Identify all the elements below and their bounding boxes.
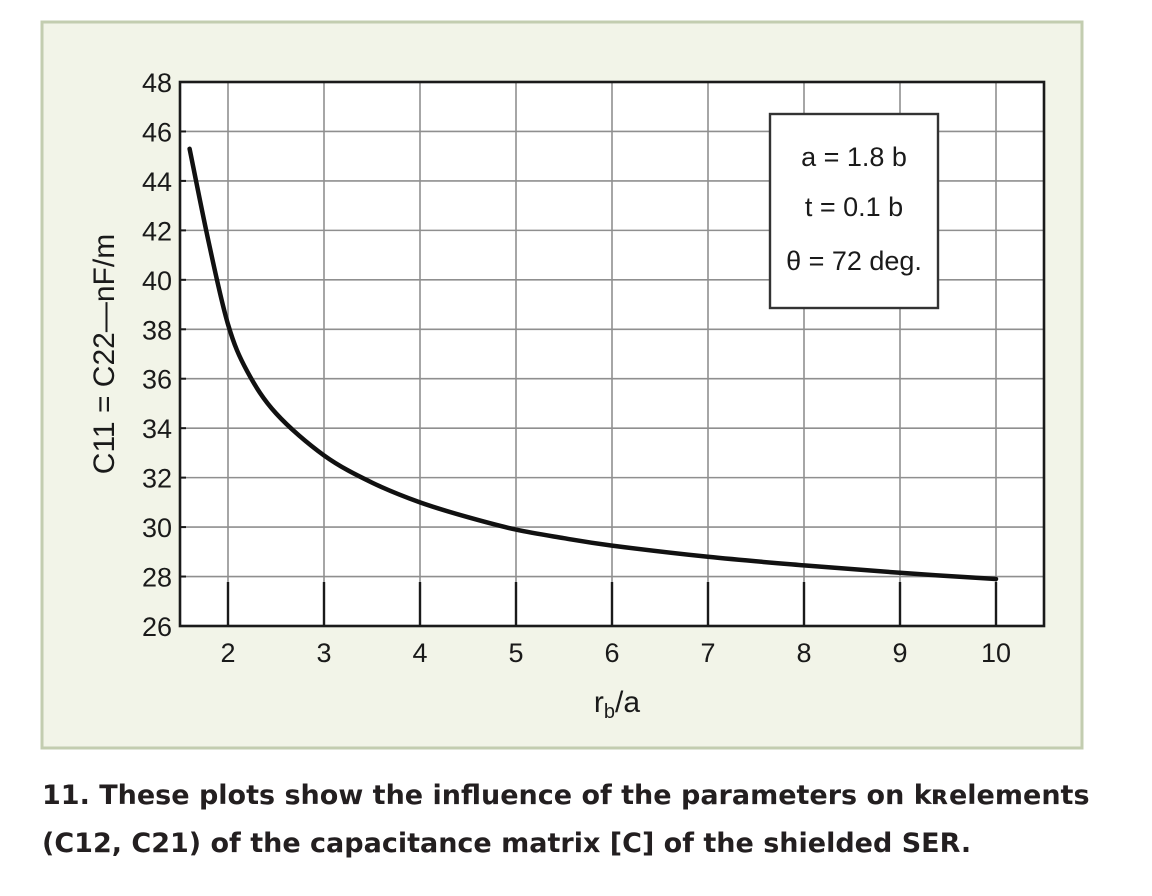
annotation-frame: [768, 112, 940, 310]
x-tick-label-4: 4: [412, 638, 427, 668]
y-tick-label-36: 36: [142, 365, 172, 395]
y-tick-label-44: 44: [142, 167, 172, 197]
annotation-line-t: t = 0.1 b: [805, 192, 903, 222]
x-tick-label-9: 9: [892, 638, 907, 668]
caption-line-2: (C12, C21) of the capacitance matrix [C]…: [42, 828, 972, 859]
y-axis-label: C11 = C22—nF/m: [88, 234, 121, 474]
y-tick-label-26: 26: [142, 612, 172, 642]
x-tick-label-10: 10: [981, 638, 1011, 668]
y-tick-label-42: 42: [142, 216, 172, 246]
y-tick-label-32: 32: [142, 464, 172, 494]
y-tick-label-28: 28: [142, 563, 172, 593]
parameter-annotation-box: a = 1.8 b t = 0.1 b θ = 72 deg.: [768, 112, 940, 310]
y-tick-label-38: 38: [142, 315, 172, 345]
x-tick-label-3: 3: [316, 638, 331, 668]
x-tick-label-7: 7: [700, 638, 715, 668]
x-tick-label-8: 8: [796, 638, 811, 668]
series-points: [189, 148, 997, 580]
plot-frame: [178, 80, 1046, 628]
y-tick-label-46: 46: [142, 117, 172, 147]
x-tick-label-2: 2: [220, 638, 235, 668]
caption-line-1: 11. These plots show the influence of th…: [42, 780, 1090, 811]
y-tick-label-30: 30: [142, 513, 172, 543]
figure-caption: 11. These plots show the influence of th…: [42, 772, 1132, 868]
x-tick-labels: 2 3 4 5 6 7 8 9 10: [220, 638, 1011, 668]
annotation-line-theta: θ = 72 deg.: [786, 246, 922, 276]
annotation-line-a: a = 1.8 b: [801, 142, 907, 172]
x-tick-label-6: 6: [604, 638, 619, 668]
y-tick-label-48: 48: [142, 68, 172, 98]
y-tick-label-40: 40: [142, 266, 172, 296]
x-tick-label-5: 5: [508, 638, 523, 668]
series-line: [187, 146, 999, 582]
y-tick-label-34: 34: [142, 414, 172, 444]
x-axis-label: rb/a: [594, 686, 640, 723]
y-tick-labels: 26 28 30 32 34 36 38 40 42 44 46 48: [142, 68, 172, 642]
